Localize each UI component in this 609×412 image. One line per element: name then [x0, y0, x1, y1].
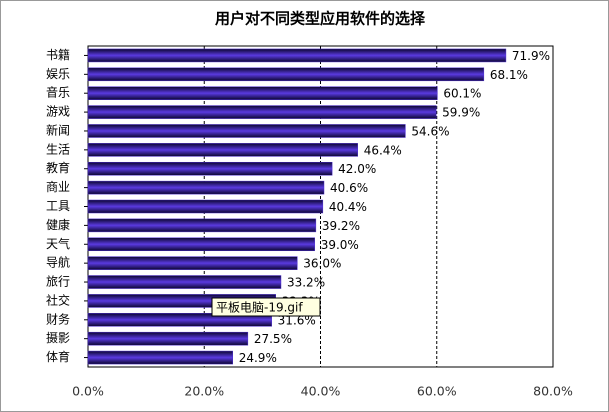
- bar: [87, 256, 298, 270]
- bar: [87, 48, 507, 63]
- bar: [87, 105, 437, 119]
- bar: [87, 180, 325, 195]
- x-tick-label: 80.0%: [533, 384, 573, 399]
- y-tick-label: 教育: [46, 160, 70, 175]
- value-label: 40.4%: [329, 200, 367, 214]
- y-tick-label: 游戏: [46, 105, 70, 119]
- value-label: 39.0%: [321, 238, 359, 252]
- bar: [87, 161, 333, 176]
- bar: [87, 124, 406, 138]
- x-tick-label: 0.0%: [72, 384, 104, 399]
- value-label: 60.1%: [443, 87, 481, 101]
- y-tick-label: 健康: [46, 217, 70, 232]
- tooltip-text: 平板电脑-19.gif: [216, 301, 303, 315]
- x-tick-label: 60.0%: [417, 384, 457, 399]
- value-label: 54.6%: [411, 124, 449, 138]
- y-tick-label: 财务: [46, 311, 70, 326]
- value-label: 36.0%: [303, 257, 341, 271]
- bar: [87, 67, 485, 82]
- y-tick-label: 社交: [46, 292, 70, 307]
- y-tick-label: 体育: [46, 349, 70, 364]
- value-label: 42.0%: [338, 162, 376, 176]
- y-tick-label: 天气: [46, 236, 70, 251]
- x-tick-label: 40.0%: [301, 384, 341, 399]
- value-label: 24.9%: [239, 351, 277, 365]
- bar: [87, 237, 315, 252]
- value-label: 40.6%: [330, 181, 368, 195]
- value-label: 39.2%: [322, 219, 360, 233]
- y-tick-label: 生活: [46, 142, 70, 156]
- bar: [87, 143, 358, 157]
- y-tick-label: 商业: [46, 179, 70, 194]
- tooltip: 平板电脑-19.gif: [211, 297, 321, 317]
- y-tick-label: 导航: [46, 255, 70, 270]
- y-tick-label: 娱乐: [46, 67, 70, 81]
- x-tick-label: 20.0%: [184, 384, 224, 399]
- y-tick-label: 摄影: [46, 330, 70, 345]
- bar: [87, 86, 438, 100]
- bar: [87, 313, 272, 327]
- bar: [87, 199, 324, 214]
- tooltip-box: [211, 297, 321, 317]
- value-label: 46.4%: [364, 143, 402, 157]
- y-tick-label: 新闻: [46, 122, 70, 137]
- bar: [87, 350, 233, 365]
- bar: [87, 218, 317, 233]
- value-label: 27.5%: [254, 332, 292, 346]
- y-tick-label: 工具: [46, 199, 70, 213]
- chart-title: 用户对不同类型应用软件的选择: [215, 10, 426, 28]
- value-label: 31.6%: [278, 313, 316, 327]
- value-label: 59.9%: [442, 106, 480, 120]
- bar: [87, 275, 282, 289]
- y-tick-label: 书籍: [46, 47, 70, 62]
- value-label: 71.9%: [512, 49, 550, 63]
- y-tick-label: 旅行: [46, 275, 70, 289]
- y-tick-label: 音乐: [46, 85, 70, 100]
- value-label: 33.2%: [287, 276, 325, 290]
- bar: [87, 331, 249, 346]
- value-label: 68.1%: [490, 68, 528, 82]
